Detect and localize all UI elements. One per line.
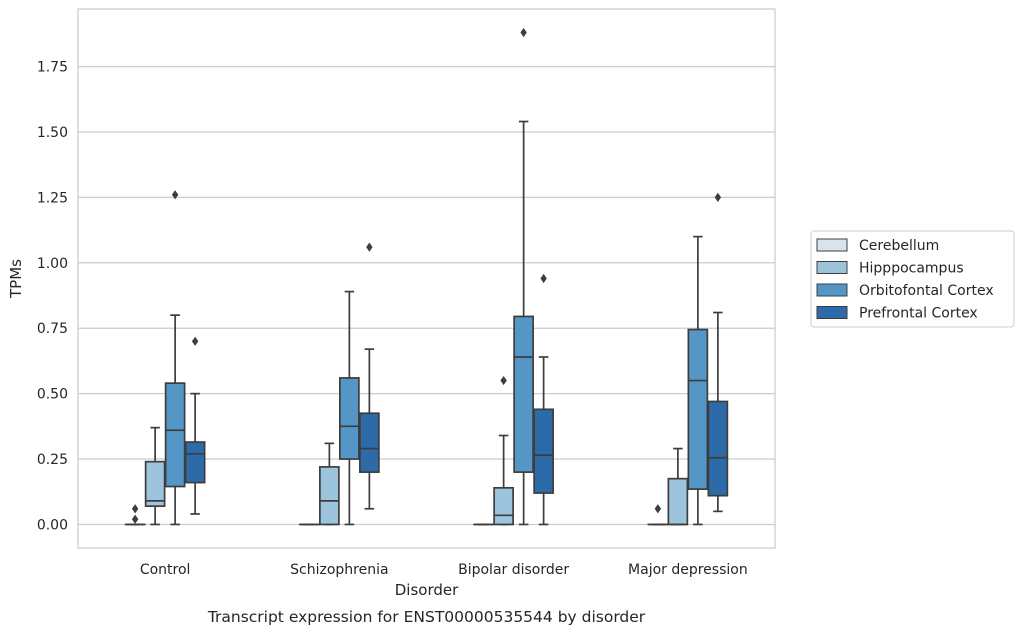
y-tick-label: 1.75 — [37, 60, 68, 76]
legend: Cerebellum Hipppocampus Orbitofontal Corte… — [810, 230, 1015, 328]
chart-caption: Transcript expression for ENST0000053554… — [207, 608, 646, 626]
legend-entry-label: Orbitofontal Cortex — [859, 283, 994, 299]
x-axis-label: Disorder — [395, 581, 459, 599]
box-orbitofontal-cortex-control — [164, 190, 186, 526]
box-iqr — [493, 486, 514, 526]
box-orbitofontal-cortex-bipolar-disorder — [513, 27, 534, 526]
y-tick-label: 1.00 — [37, 256, 68, 272]
box-iqr — [513, 315, 534, 473]
box-prefrontal-cortex-schizophrenia — [359, 242, 380, 510]
outlier-point — [714, 192, 722, 202]
outlier-point — [131, 514, 139, 524]
legend-swatch — [816, 238, 848, 252]
x-tick-label: Control — [140, 562, 191, 578]
box-iqr — [533, 408, 554, 494]
y-tick-label: 0.75 — [37, 321, 68, 337]
box-iqr — [319, 466, 340, 526]
box-hipppocampus-control — [144, 426, 166, 526]
y-tick-label: 1.50 — [37, 125, 68, 141]
outlier-point — [366, 242, 373, 252]
outlier-point — [171, 190, 179, 200]
box-iqr — [687, 328, 709, 490]
outlier-point — [654, 504, 662, 514]
legend-entry-label: Prefrontal Cortex — [859, 306, 978, 322]
legend-entry-label: Hipppocampus — [859, 261, 964, 277]
outlier-point — [500, 375, 507, 386]
box-iqr — [164, 382, 186, 488]
plot-frame — [77, 8, 776, 549]
box-iqr — [667, 477, 689, 526]
box-hipppocampus-bipolar-disorder — [493, 375, 514, 526]
box-iqr — [359, 412, 380, 473]
box-iqr — [184, 441, 206, 484]
box-hipppocampus-major-depression — [667, 447, 689, 526]
box-cerebellum-control — [124, 504, 146, 526]
legend-swatch — [816, 261, 848, 274]
box-iqr — [339, 377, 360, 460]
box-iqr — [707, 400, 729, 497]
outlier-point — [191, 336, 199, 346]
y-tick-label: 0.00 — [37, 517, 68, 533]
box-prefrontal-cortex-bipolar-disorder — [533, 273, 554, 526]
box-prefrontal-cortex-control — [184, 336, 206, 515]
y-tick-label: 1.25 — [37, 190, 68, 206]
y-axis-label: TPMs — [7, 259, 25, 299]
box-orbitofontal-cortex-major-depression — [687, 235, 709, 526]
y-axis-ticks: 0.00 0.25 0.50 0.75 1.00 1.25 1.50 1.75 — [37, 60, 68, 534]
outlier-point — [131, 504, 139, 514]
legend-frame — [810, 230, 1015, 328]
x-tick-label: Bipolar disorder — [458, 562, 569, 578]
legend-entry-label: Cerebellum — [859, 238, 939, 254]
x-axis-ticks: Control Schizophrenia Bipolar disorder Majo… — [140, 562, 748, 578]
box-orbitofontal-cortex-schizophrenia — [339, 290, 360, 526]
outlier-point — [520, 27, 527, 38]
box-cerebellum-major-depression — [647, 504, 669, 526]
box-hipppocampus-schizophrenia — [319, 442, 340, 526]
box-layer — [124, 27, 729, 526]
legend-swatch — [816, 283, 848, 297]
y-tick-label: 0.25 — [37, 452, 68, 468]
legend-swatch — [816, 306, 848, 319]
x-tick-label: Major depression — [628, 562, 748, 578]
outlier-point — [540, 273, 547, 284]
box-iqr — [144, 460, 166, 507]
x-tick-label: Schizophrenia — [290, 562, 388, 578]
y-tick-label: 0.50 — [37, 387, 68, 403]
box-prefrontal-cortex-major-depression — [707, 192, 729, 513]
